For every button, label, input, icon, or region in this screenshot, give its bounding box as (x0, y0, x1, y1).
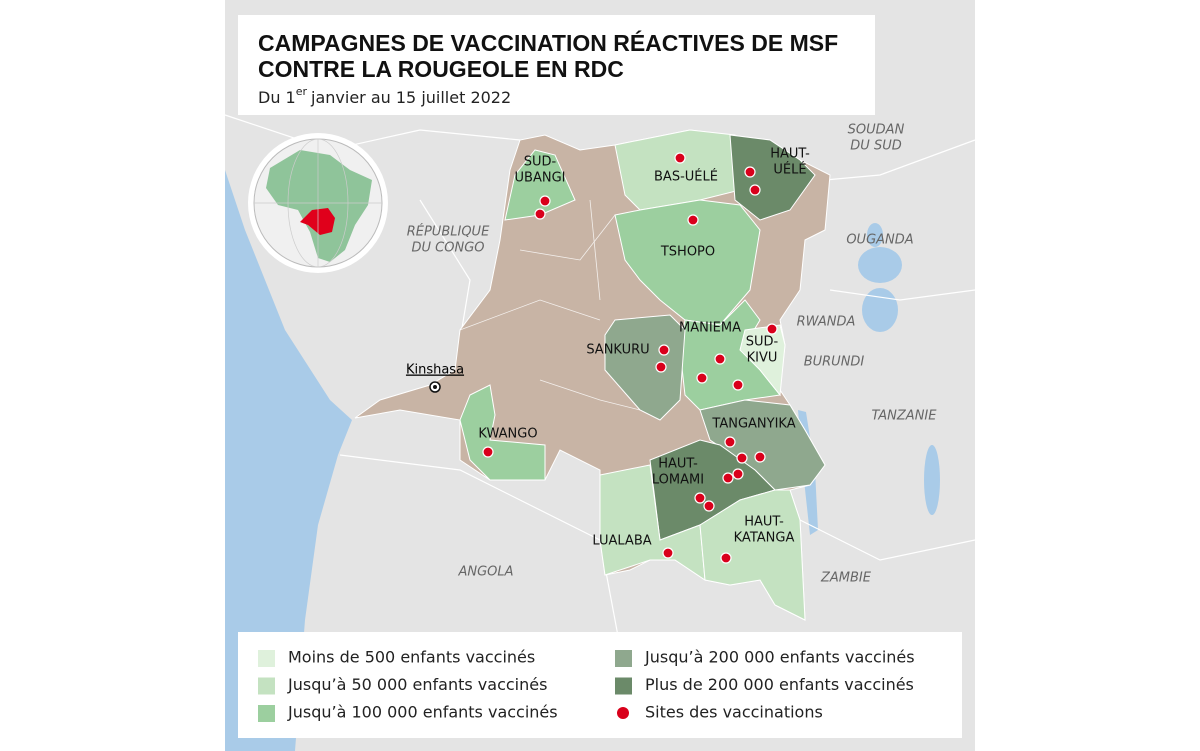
legend-swatch (617, 707, 629, 719)
legend-box (238, 632, 962, 738)
province (614, 199, 761, 326)
title-box (238, 15, 875, 115)
province-label: SUD- (746, 335, 779, 350)
title-line: CONTRE LA ROUGEOLE EN RDC (258, 56, 624, 82)
country-label: ANGOLA (457, 565, 513, 580)
capital-marker-dot (433, 385, 437, 389)
province-label: HAUT- (770, 147, 810, 162)
province-label: KIVU (747, 351, 778, 366)
subtitle-start: Du 1 (258, 88, 296, 107)
country-label: TANZANIE (872, 409, 938, 424)
country-label: DU CONGO (412, 241, 485, 256)
internal-borders (459, 199, 641, 411)
province-label: MANIEMA (679, 321, 741, 336)
country-label: RWANDA (797, 315, 856, 330)
country-label: BURUNDI (804, 355, 865, 370)
province-label: BAS-UÉLÉ (654, 169, 718, 185)
globe-drc (300, 208, 335, 235)
legend-label: Jusqu’à 100 000 enfants vaccinés (287, 703, 558, 722)
vaccination-sites (482, 152, 778, 564)
country-label: SOUDAN (848, 123, 905, 138)
province-label: UBANGI (515, 171, 566, 186)
legend-swatch (258, 650, 275, 667)
province-label: TSHOPO (660, 245, 715, 260)
legend-label: Jusqu’à 200 000 enfants vaccinés (644, 648, 915, 667)
province (604, 314, 686, 421)
country-label: DU SUD (850, 139, 901, 154)
borders (224, 114, 976, 701)
legend-swatch (258, 677, 275, 695)
ocean (225, 170, 352, 751)
legend: Moins de 500 enfants vaccinés Jusqu’à 50 … (258, 648, 915, 722)
country-label: ZAMBIE (820, 571, 872, 586)
legend-label: Jusqu’à 50 000 enfants vaccinés (287, 675, 547, 694)
province-label: KWANGO (478, 427, 537, 442)
province (614, 129, 741, 211)
legend-label: Moins de 500 enfants vaccinés (288, 648, 535, 667)
province-label: SANKURU (586, 343, 649, 358)
province-label: LOMAMI (652, 473, 704, 488)
province (739, 324, 786, 397)
province (699, 489, 806, 621)
legend-swatch (615, 650, 632, 667)
province-label: HAUT- (658, 457, 698, 472)
province-label: HAUT- (744, 515, 784, 530)
subtitle-sup: er (296, 85, 308, 98)
province (599, 464, 706, 581)
legend-swatch (615, 677, 632, 695)
subtitle: Du 1er janvier au 15 juillet 2022 (258, 85, 511, 107)
title-line: CAMPAGNES DE VACCINATION RÉACTIVES DE MS… (258, 29, 838, 56)
province-label: KATANGA (734, 531, 795, 546)
province-label: LUALABA (592, 534, 651, 549)
globe (248, 133, 388, 273)
subtitle-end: janvier au 15 juillet 2022 (310, 88, 511, 107)
globe-grid (254, 138, 382, 268)
country-label: OUGANDA (846, 233, 913, 248)
city-label: Kinshasa (406, 363, 464, 378)
legend-label: Sites des vaccinations (645, 703, 823, 722)
province-label: TANGANYIKA (711, 417, 795, 432)
legend-label: Plus de 200 000 enfants vaccinés (645, 675, 914, 694)
province (729, 134, 816, 221)
country-label: RÉPUBLIQUE (407, 224, 490, 240)
provinces: SUD-UBANGI BAS-UÉLÉHAUT-UÉLÉTSHOPOMANIEMA… (459, 129, 826, 621)
province-label: SUD- (524, 155, 557, 170)
legend-swatch (258, 705, 275, 722)
province-label: UÉLÉ (773, 162, 806, 178)
province (459, 384, 546, 481)
